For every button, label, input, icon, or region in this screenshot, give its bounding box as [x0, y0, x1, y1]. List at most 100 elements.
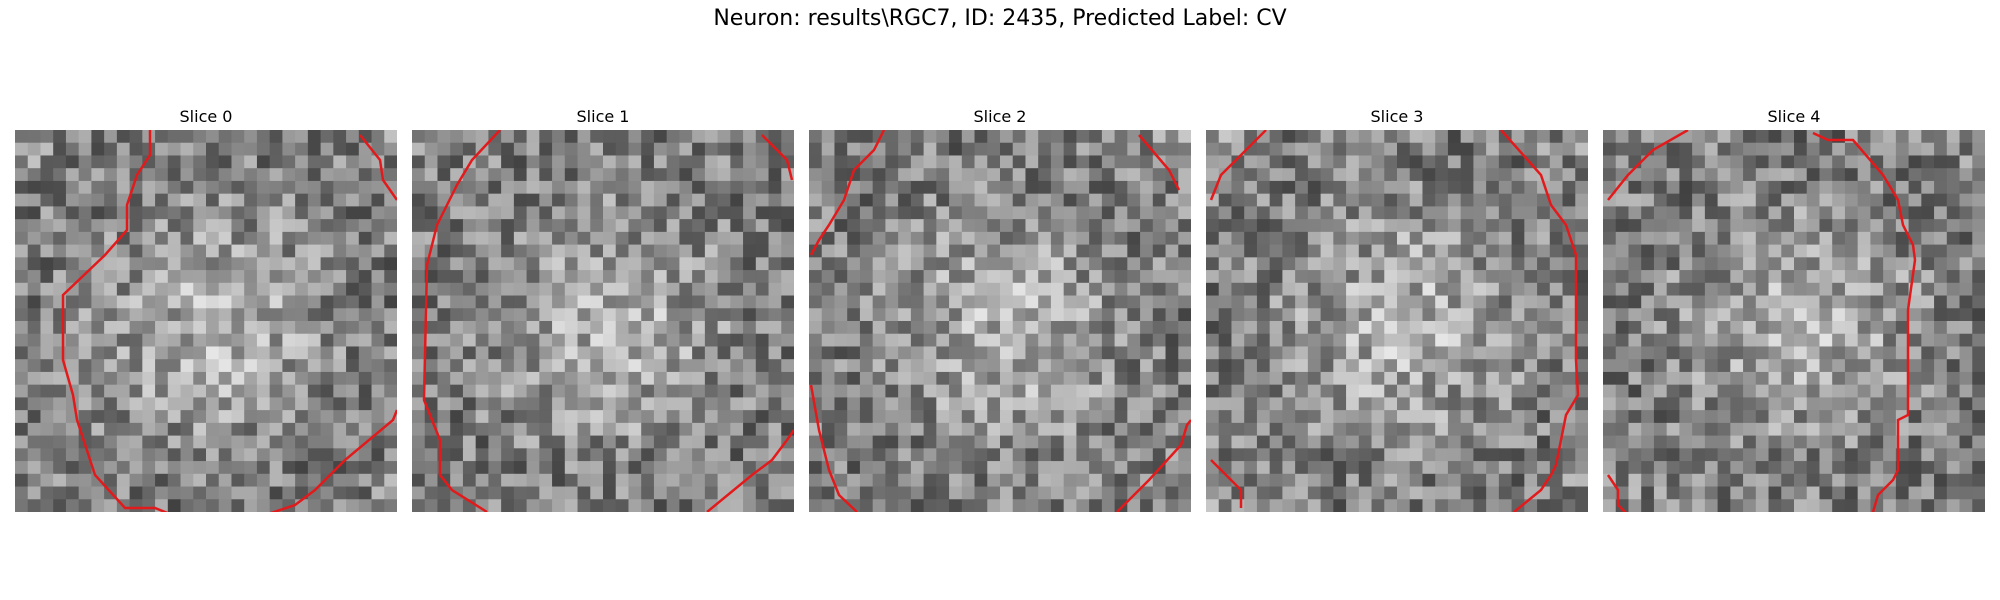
pixel	[206, 155, 220, 169]
pixel	[679, 270, 693, 284]
pixel	[1768, 346, 1782, 360]
pixel	[1692, 448, 1706, 462]
pixel	[1743, 448, 1757, 462]
pixel	[577, 155, 591, 169]
pixel	[1346, 448, 1360, 462]
pixel	[1819, 142, 1833, 157]
pixel	[1178, 473, 1191, 488]
pixel	[1409, 486, 1424, 500]
pixel	[282, 461, 296, 475]
pixel	[1409, 219, 1424, 233]
pixel	[1038, 397, 1052, 411]
pixel	[1755, 257, 1770, 271]
pixel	[65, 308, 80, 322]
pixel	[1934, 130, 1948, 144]
pixel	[885, 282, 899, 297]
pixel	[78, 282, 92, 297]
pixel	[692, 130, 706, 144]
pixel	[1537, 359, 1551, 373]
pixel	[1704, 308, 1719, 322]
pixel	[1615, 448, 1630, 462]
pixel	[1628, 397, 1642, 411]
pixel	[1832, 244, 1846, 258]
pixel	[1628, 142, 1642, 157]
pixel	[104, 346, 118, 360]
pixel	[1883, 193, 1897, 207]
pixel	[577, 231, 591, 246]
pixel	[603, 257, 617, 271]
pixel	[781, 486, 794, 500]
pixel	[53, 346, 67, 360]
pixel	[590, 435, 604, 449]
pixel	[513, 486, 528, 500]
pixel	[552, 219, 566, 233]
pixel	[1603, 244, 1617, 258]
pixel	[129, 346, 143, 360]
pixel	[1857, 422, 1871, 437]
pixel	[974, 473, 988, 488]
pixel	[1333, 410, 1347, 424]
pixel	[53, 448, 67, 462]
pixel	[244, 282, 258, 297]
pixel	[1781, 270, 1795, 284]
pixel	[885, 155, 899, 169]
pixel	[590, 448, 604, 462]
pixel	[167, 448, 182, 462]
pixel	[1460, 448, 1474, 462]
pixel	[475, 397, 489, 411]
pixel	[743, 422, 757, 437]
pixel	[488, 180, 502, 195]
pixel	[40, 130, 54, 144]
pixel	[1140, 155, 1154, 169]
pixel	[1269, 461, 1283, 475]
pixel	[730, 371, 744, 386]
slice-panel-3: Slice 3	[1206, 105, 1588, 512]
pixel	[218, 244, 233, 258]
pixel	[129, 270, 143, 284]
pixel	[730, 257, 744, 271]
pixel	[1282, 359, 1296, 373]
pixel	[834, 384, 848, 398]
pixel	[1269, 435, 1283, 449]
pixel	[628, 486, 642, 500]
pixel	[1524, 359, 1538, 373]
pixel	[1231, 219, 1245, 233]
pixel	[1832, 130, 1846, 144]
pixel	[1025, 219, 1039, 233]
pixel	[1076, 359, 1090, 373]
pixel	[1320, 206, 1334, 220]
pixel	[488, 257, 502, 271]
pixel	[730, 422, 744, 437]
pixel	[1101, 193, 1116, 207]
pixel	[1127, 346, 1141, 360]
pixel	[1549, 371, 1564, 386]
pixel	[577, 359, 591, 373]
pixel	[307, 155, 322, 169]
pixel	[577, 180, 591, 195]
pixel	[1409, 244, 1424, 258]
pixel	[1435, 282, 1449, 297]
pixel	[1473, 206, 1487, 220]
pixel	[666, 359, 680, 373]
pixel	[1244, 473, 1258, 488]
pixel	[1206, 219, 1220, 233]
pixel	[475, 371, 489, 386]
pixel	[1295, 270, 1309, 284]
pixel	[1358, 371, 1373, 386]
pixel	[1575, 422, 1588, 437]
pixel	[743, 359, 757, 373]
pixel	[307, 295, 322, 309]
pixel	[167, 486, 182, 500]
pixel	[1012, 308, 1027, 322]
pixel	[104, 435, 118, 449]
pixel	[1844, 142, 1859, 157]
pixel	[1653, 346, 1668, 360]
pixel	[1320, 410, 1334, 424]
pixel	[412, 130, 426, 144]
pixel	[1666, 397, 1680, 411]
pixel	[513, 180, 528, 195]
pixel	[1307, 180, 1322, 195]
pixel	[206, 473, 220, 488]
pixel	[1307, 346, 1322, 360]
pixel	[717, 410, 731, 424]
